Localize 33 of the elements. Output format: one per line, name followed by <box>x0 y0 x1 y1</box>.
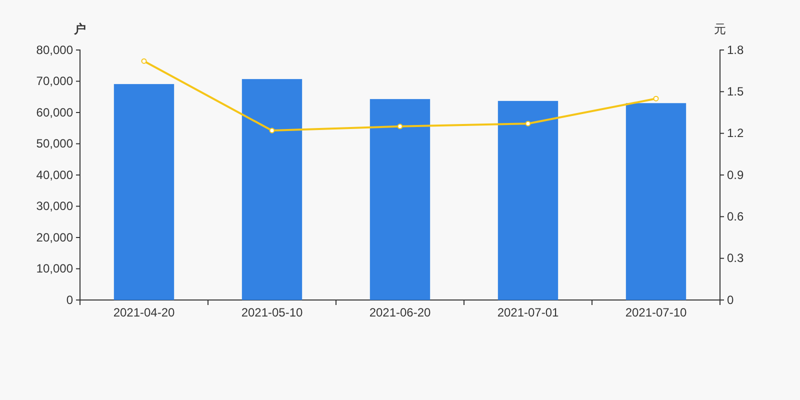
bar <box>114 84 174 300</box>
point <box>397 124 403 130</box>
bar <box>242 79 302 300</box>
point <box>141 58 147 64</box>
x-tick-label: 2021-07-10 <box>625 306 688 320</box>
point <box>653 96 659 102</box>
x-tick-label: 2021-04-20 <box>113 306 176 320</box>
y-tick-label: 20,000 <box>36 230 74 244</box>
y2-tick-label: 0 <box>727 292 734 307</box>
y2-tick-label: 1.2 <box>727 126 744 140</box>
x-tick-label: 2021-05-10 <box>241 306 304 320</box>
y-tick-label: 50,000 <box>36 136 74 151</box>
y-axis-title: 户 <box>73 22 86 36</box>
y2-tick-label: 0.6 <box>727 210 744 224</box>
bar <box>498 100 558 300</box>
bar <box>370 99 430 300</box>
y2-tick-label: 0.9 <box>727 168 744 182</box>
y-tick-label: 40,000 <box>36 168 74 182</box>
point <box>269 128 275 134</box>
y-tick-label: 10,000 <box>36 262 74 276</box>
y2-axis-title: 元 <box>714 22 726 36</box>
y-tick-label: 0 <box>66 292 74 307</box>
y-tick-label: 30,000 <box>36 199 74 214</box>
y-tick-label: 70,000 <box>36 74 74 88</box>
point <box>525 120 531 126</box>
x-tick-label: 2021-06-20 <box>369 306 432 320</box>
y2-tick-label: 1.8 <box>727 42 744 57</box>
y-tick-label: 60,000 <box>36 105 74 120</box>
x-tick-label: 2021-07-01 <box>497 306 560 320</box>
bar <box>626 103 686 300</box>
y-tick-label: 80,000 <box>36 42 74 57</box>
y2-tick-label: 1.5 <box>727 84 744 99</box>
y2-tick-label: 0.3 <box>727 251 744 266</box>
